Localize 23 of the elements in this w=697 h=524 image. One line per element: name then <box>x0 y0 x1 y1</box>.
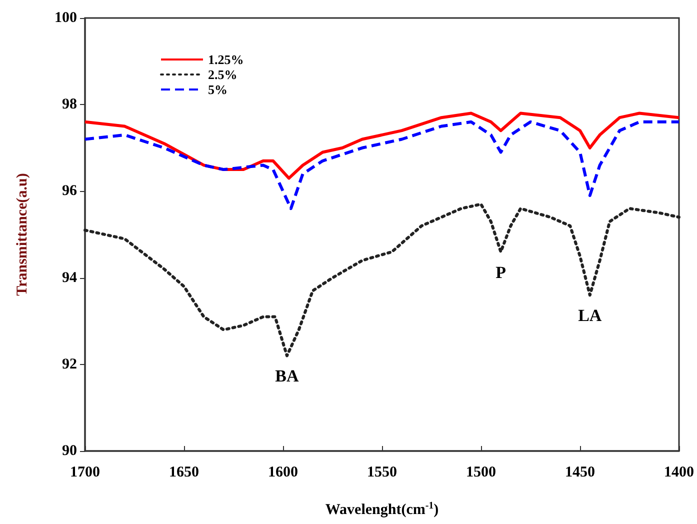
annotation: P <box>496 262 506 282</box>
y-tick-label: 94 <box>62 270 78 286</box>
legend-label: 1.25% <box>208 52 244 67</box>
y-tick-label: 100 <box>54 10 77 26</box>
x-tick-label: 1650 <box>169 464 199 480</box>
line-series <box>84 202 680 358</box>
y-tick-label: 92 <box>62 356 77 372</box>
line-series <box>84 120 680 210</box>
y-axis-title: Transmittance(a.u) <box>14 173 30 296</box>
y-tick-label: 98 <box>62 96 77 113</box>
x-tick-label: 1450 <box>565 464 595 480</box>
x-tick-label: 1500 <box>466 464 496 480</box>
x-tick-label: 1400 <box>664 464 694 480</box>
x-tick-label: 1600 <box>268 464 298 480</box>
legend-label: 2.5% <box>208 67 238 82</box>
y-tick-label: 96 <box>62 183 78 200</box>
x-tick-label: 1700 <box>70 464 100 480</box>
annotation: BA <box>275 366 300 386</box>
x-tick-label: 1550 <box>367 464 397 480</box>
legend-label: 5% <box>208 82 228 97</box>
line-series <box>84 112 680 180</box>
y-tick-label: 90 <box>62 443 77 459</box>
annotation: LA <box>578 306 602 326</box>
